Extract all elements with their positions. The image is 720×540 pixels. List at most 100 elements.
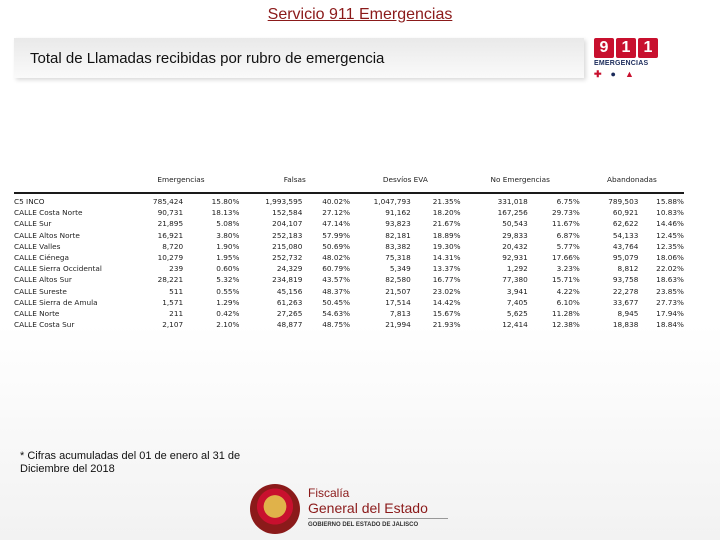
logo-icons: ✚ ● ▲ [594,69,666,80]
count-cell: 33,677 [612,297,639,307]
count-cell: 91,162 [385,208,411,218]
logo-line-2: General del Estado [308,500,428,516]
percent-cell: 1.29% [216,297,240,307]
column-header: Falsas [283,175,306,185]
table-row: CALLE Costa Norte 90,731 18.13% 152,584 27.1… [14,207,684,218]
count-cell: 28,221 [157,275,184,285]
count-cell: 93,758 [612,275,639,285]
table-row: CALLE Sur 21,895 5.08% 204,107 47.14% 93,823 2… [14,218,684,229]
percent-cell: 21.93% [432,320,461,330]
percent-cell: 23.02% [432,286,461,296]
percent-cell: 10.83% [656,208,684,218]
count-cell: 17,514 [385,297,411,307]
percent-cell: 18.89% [432,230,461,240]
count-cell: 61,263 [276,297,303,307]
percent-cell: 50.45% [322,297,351,307]
count-cell: 789,503 [608,197,639,206]
count-cell: 95,079 [612,253,639,263]
percent-cell: 48.37% [322,286,351,296]
count-cell: 43,764 [612,241,639,251]
count-cell: 511 [169,286,184,296]
row-label: C5 INCO [14,197,45,206]
percent-cell: 54.63% [322,309,351,319]
count-cell: 16,921 [157,230,184,240]
row-label: CALLE Ciénega [14,253,69,263]
percent-cell: 22.02% [656,264,684,274]
percent-cell: 3.23% [556,264,580,274]
count-cell: 24,329 [276,264,303,274]
count-cell: 1,571 [162,297,184,307]
footnote: * Cifras acumuladas del 01 de enero al 3… [20,450,241,475]
count-cell: 234,819 [272,275,303,285]
logo-911: 9 1 1 EMERGENCIAS ✚ ● ▲ [594,38,666,86]
count-cell: 93,823 [385,219,411,229]
count-cell: 29,833 [502,230,528,240]
percent-cell: 23.85% [656,286,684,296]
column-header: Abandonadas [607,175,657,185]
logo-digit: 1 [638,38,658,58]
percent-cell: 14.46% [656,219,684,229]
percent-cell: 29.73% [552,208,580,218]
row-label: CALLE Costa Norte [14,208,83,218]
count-cell: 21,994 [385,320,411,330]
state-seal-icon [250,484,300,534]
percent-cell: 0.42% [216,309,240,319]
percent-cell: 14.31% [432,253,461,263]
percent-cell: 15.67% [432,309,461,319]
percent-cell: 2.10% [216,320,240,330]
count-cell: 167,256 [497,208,528,218]
subtitle-banner [14,38,584,78]
percent-cell: 21.35% [432,197,461,206]
percent-cell: 47.14% [322,219,351,229]
percent-cell: 18.06% [656,253,684,263]
percent-cell: 13.37% [432,264,461,274]
table-header-rule [14,192,684,194]
count-cell: 54,133 [612,230,639,240]
percent-cell: 16.77% [432,275,461,285]
corner-cell [14,170,122,190]
percent-cell: 48.75% [322,320,351,330]
percent-cell: 15.80% [211,197,240,206]
count-cell: 18,838 [612,320,639,330]
table-row: CALLE Valles 8,720 1.90% 215,080 50.69% 83,38… [14,241,684,252]
table-row: CALLE Norte 211 0.42% 27,265 54.63% 7,813 15.6… [14,308,684,319]
calls-table: Emergencias Falsas Desvíos EVA No Emerge… [14,170,684,330]
count-cell: 10,279 [157,253,184,263]
count-cell: 204,107 [272,219,303,229]
count-cell: 3,941 [506,286,528,296]
count-cell: 1,047,793 [373,197,411,206]
table-row: CALLE Sureste 511 0.55% 45,156 48.37% 21,507 2… [14,286,684,297]
count-cell: 252,183 [272,230,303,240]
percent-cell: 50.69% [322,241,351,251]
count-cell: 152,584 [272,208,303,218]
table-row: CALLE Altos Sur 28,221 5.32% 234,819 43.57% 8… [14,274,684,285]
count-cell: 7,813 [389,309,411,319]
percent-cell: 11.28% [552,309,580,319]
row-label: CALLE Sureste [14,286,67,296]
logo-text: EMERGENCIAS [594,60,649,67]
percent-cell: 12.38% [552,320,580,330]
percent-cell: 48.02% [322,253,351,263]
logo-divider [308,518,448,519]
row-label: CALLE Altos Sur [14,275,72,285]
table-row: CALLE Ciénega 10,279 1.95% 252,732 48.02% 75,… [14,252,684,263]
column-header: No Emergencias [490,175,550,185]
percent-cell: 12.35% [656,241,684,251]
count-cell: 27,265 [276,309,303,319]
percent-cell: 15.88% [656,197,684,206]
row-label: CALLE Costa Sur [14,320,75,330]
count-cell: 211 [169,309,184,319]
percent-cell: 1.95% [216,253,240,263]
police-icon: ● [610,69,616,79]
count-cell: 20,432 [502,241,528,251]
percent-cell: 5.08% [216,219,240,229]
percent-cell: 21.67% [432,219,461,229]
row-label: CALLE Sierra Occidental [14,264,102,274]
percent-cell: 57.99% [322,230,351,240]
count-cell: 252,732 [272,253,303,263]
percent-cell: 15.71% [552,275,580,285]
row-label: CALLE Sierra de Amula [14,297,98,307]
row-label: CALLE Sur [14,219,52,229]
percent-cell: 1.90% [216,241,240,251]
count-cell: 45,156 [276,286,303,296]
